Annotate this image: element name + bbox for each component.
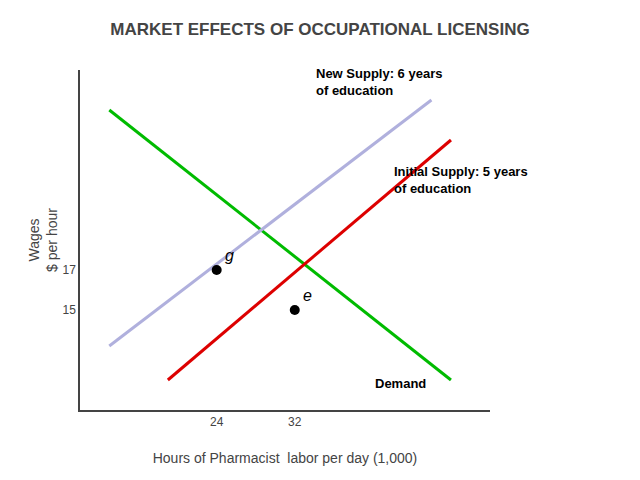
svg-text:24: 24: [210, 415, 224, 429]
svg-text:e: e: [303, 287, 312, 304]
svg-text:32: 32: [288, 415, 302, 429]
svg-text:Hours of Pharmacist labor per: Hours of Pharmacist labor per day (1,000…: [153, 450, 418, 466]
svg-text:Wages$ per hour: Wages$ per hour: [26, 208, 60, 272]
svg-text:New Supply: 6 yearsof educatio: New Supply: 6 yearsof education: [316, 66, 442, 98]
svg-text:Initial Supply: 5 yearsof educ: Initial Supply: 5 yearsof education: [394, 164, 528, 196]
svg-text:Demand: Demand: [375, 376, 426, 391]
svg-text:17: 17: [62, 263, 76, 277]
svg-text:g: g: [225, 247, 234, 264]
svg-text:MARKET EFFECTS OF OCCUPATIONAL: MARKET EFFECTS OF OCCUPATIONAL LICENSING: [110, 20, 529, 39]
svg-text:15: 15: [62, 303, 76, 317]
